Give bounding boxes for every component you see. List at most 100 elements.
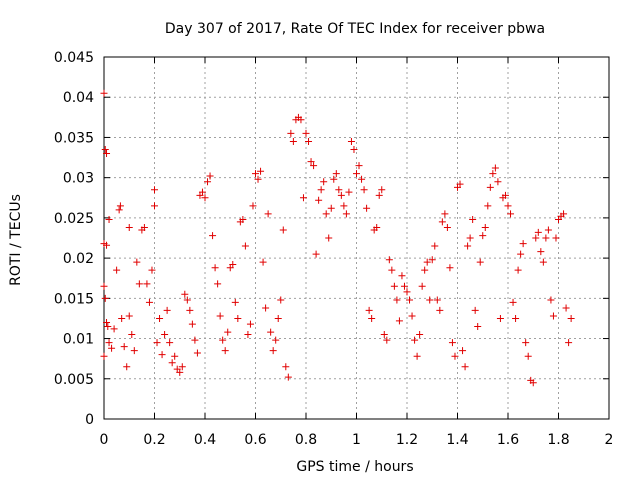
data-point-marker	[532, 234, 540, 242]
data-point-marker	[542, 234, 550, 242]
data-point-marker	[204, 178, 212, 186]
data-point-marker	[130, 347, 138, 355]
data-point-marker	[423, 258, 431, 266]
data-point-marker	[514, 266, 522, 274]
x-tick-label: 0.8	[295, 432, 317, 448]
data-point-marker	[153, 339, 161, 347]
x-tick-label: 1.2	[396, 432, 418, 448]
data-point-marker	[406, 296, 414, 304]
data-point-marker	[562, 304, 570, 312]
data-point-marker	[509, 298, 517, 306]
data-point-marker	[244, 331, 252, 339]
data-point-marker	[519, 240, 527, 248]
data-point-marker	[299, 194, 307, 202]
data-point-marker	[110, 325, 118, 333]
data-point-marker	[353, 170, 360, 178]
y-tick-label: 0.03	[63, 171, 94, 187]
data-point-marker	[340, 202, 348, 210]
data-point-marker	[325, 234, 333, 242]
data-point-marker	[125, 224, 133, 232]
data-point-marker	[560, 210, 568, 218]
data-point-marker	[322, 210, 330, 218]
data-point-marker	[234, 314, 242, 322]
grid-lines	[104, 57, 609, 419]
data-point-marker	[390, 282, 398, 290]
data-point-marker	[216, 312, 224, 320]
data-point-marker	[287, 129, 295, 137]
data-point-marker	[118, 314, 126, 322]
data-point-marker	[312, 250, 320, 258]
y-tick-label: 0	[85, 412, 94, 428]
data-point-marker	[103, 318, 111, 326]
data-point-marker	[269, 347, 277, 355]
data-point-marker	[101, 294, 109, 302]
data-point-marker	[100, 352, 108, 360]
data-point-marker	[428, 256, 436, 264]
data-point-marker	[284, 373, 292, 381]
data-point-marker	[393, 296, 401, 304]
data-point-marker	[431, 242, 439, 250]
data-point-marker	[246, 320, 254, 328]
data-point-marker	[103, 150, 111, 158]
data-point-marker	[158, 351, 166, 359]
data-point-marker	[252, 170, 259, 178]
y-tick-label: 0.025	[54, 211, 94, 227]
data-point-marker	[411, 336, 419, 344]
data-point-marker	[289, 137, 297, 145]
data-point-marker	[229, 261, 237, 269]
data-point-marker	[342, 210, 350, 218]
data-point-marker	[347, 137, 355, 145]
x-tick-label: 0.2	[143, 432, 165, 448]
data-point-marker	[335, 186, 343, 194]
data-point-marker	[395, 317, 403, 325]
data-points	[100, 89, 575, 387]
data-point-marker	[496, 314, 504, 322]
data-point-marker	[148, 266, 156, 274]
data-point-marker	[481, 224, 489, 232]
data-point-marker	[471, 306, 479, 314]
data-point-marker	[385, 256, 393, 264]
x-tick-label: 0.6	[244, 432, 266, 448]
data-point-marker	[262, 304, 270, 312]
data-point-marker	[183, 296, 191, 304]
data-point-marker	[115, 206, 123, 214]
data-point-marker	[529, 379, 537, 387]
data-point-marker	[133, 258, 141, 266]
data-point-marker	[484, 202, 492, 210]
data-point-marker	[464, 242, 472, 250]
data-point-marker	[104, 322, 112, 330]
x-tick-label: 2	[605, 432, 614, 448]
data-point-marker	[249, 202, 257, 210]
data-point-marker	[120, 343, 128, 351]
x-axis-label: GPS time / hours	[296, 459, 413, 475]
data-point-marker	[176, 368, 184, 376]
data-point-marker	[116, 202, 124, 210]
data-point-marker	[398, 272, 406, 280]
data-point-marker	[100, 282, 108, 290]
data-point-marker	[433, 296, 441, 304]
data-point-marker	[198, 188, 206, 196]
data-point-marker	[277, 296, 285, 304]
x-tick-label: 1.4	[446, 432, 468, 448]
data-point-marker	[363, 204, 371, 212]
data-point-marker	[231, 298, 239, 306]
y-tick-label: 0.035	[54, 130, 94, 146]
data-point-marker	[375, 191, 383, 199]
y-axis-label: ROTI / TECUs	[8, 194, 24, 286]
data-point-marker	[201, 194, 209, 202]
data-point-marker	[279, 226, 287, 234]
data-point-marker	[221, 347, 229, 355]
data-point-marker	[101, 146, 109, 154]
data-point-marker	[486, 183, 494, 191]
data-point-marker	[330, 175, 338, 183]
data-point-marker	[151, 202, 158, 210]
y-tick-label: 0.045	[54, 50, 94, 66]
data-point-marker	[332, 170, 340, 178]
data-point-marker	[163, 306, 171, 314]
data-point-marker	[125, 312, 133, 320]
data-point-marker	[365, 306, 373, 314]
data-point-marker	[241, 242, 249, 250]
data-point-marker	[418, 282, 426, 290]
data-point-marker	[549, 312, 557, 320]
